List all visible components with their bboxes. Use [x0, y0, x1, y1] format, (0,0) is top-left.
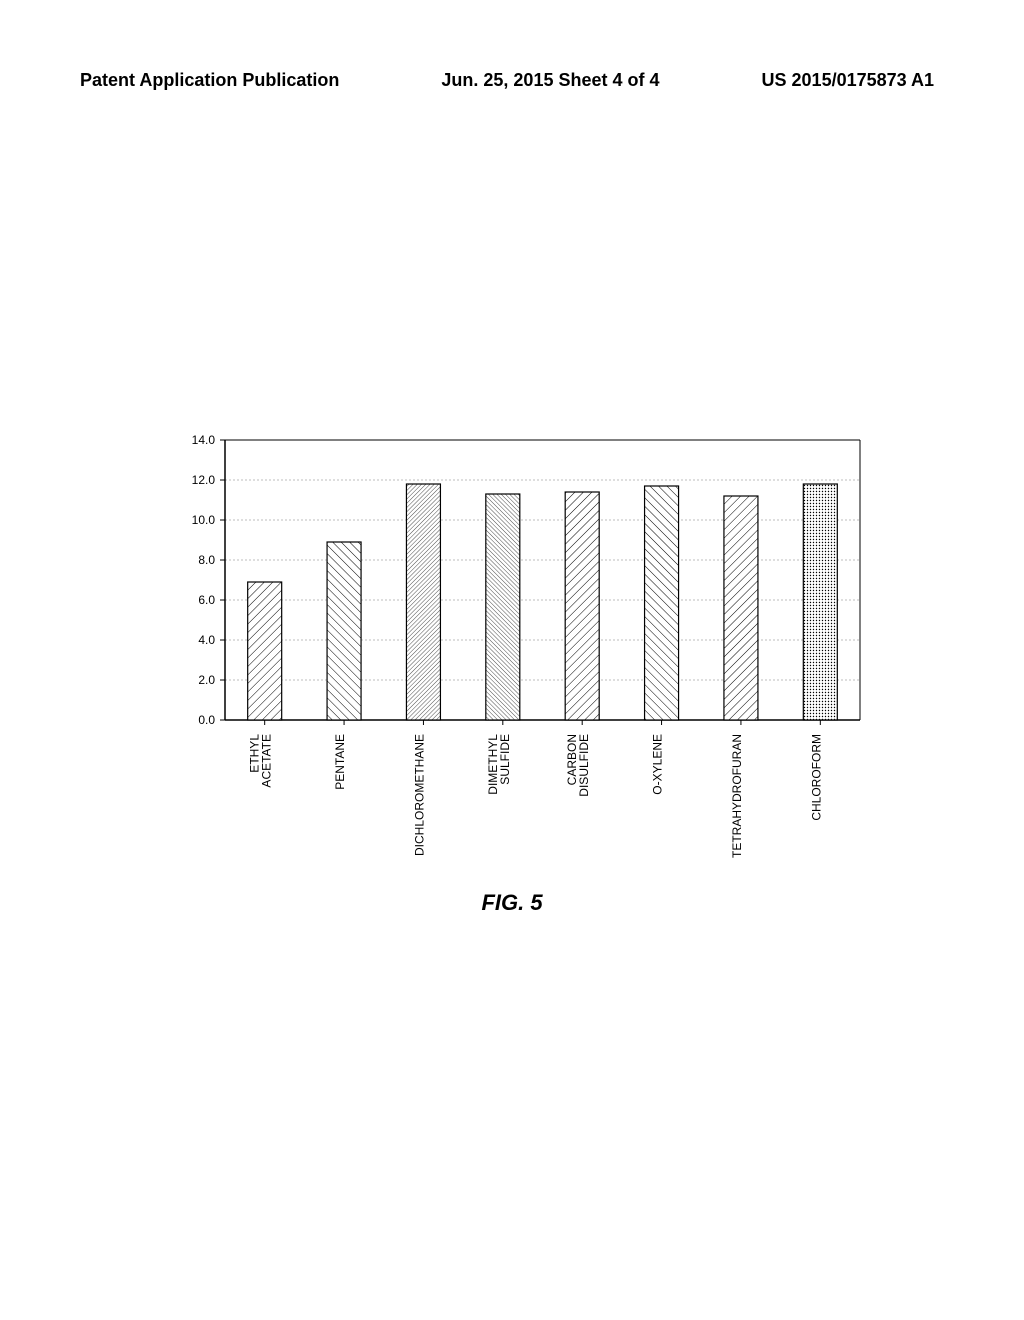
- figure-caption: FIG. 5: [0, 890, 1024, 916]
- svg-text:DICHLOROMETHANE: DICHLOROMETHANE: [412, 734, 426, 856]
- svg-text:SULFIDE: SULFIDE: [498, 734, 512, 785]
- svg-text:O-XYLENE: O-XYLENE: [651, 734, 665, 795]
- svg-text:DISULFIDE: DISULFIDE: [577, 734, 591, 797]
- svg-text:CHLOROFORM: CHLOROFORM: [809, 734, 823, 821]
- page-header: Patent Application Publication Jun. 25, …: [80, 70, 934, 91]
- svg-text:14.0: 14.0: [192, 433, 216, 447]
- bar-chart: 0.02.04.06.08.010.012.014.0ETHYLACETATEP…: [170, 430, 870, 880]
- svg-text:4.0: 4.0: [198, 633, 215, 647]
- svg-text:8.0: 8.0: [198, 553, 215, 567]
- header-right: US 2015/0175873 A1: [762, 70, 934, 91]
- svg-text:0.0: 0.0: [198, 713, 215, 727]
- svg-text:10.0: 10.0: [192, 513, 216, 527]
- bar-chart-svg: 0.02.04.06.08.010.012.014.0ETHYLACETATEP…: [170, 430, 870, 880]
- header-center: Jun. 25, 2015 Sheet 4 of 4: [441, 70, 659, 91]
- header-left: Patent Application Publication: [80, 70, 339, 91]
- svg-text:ACETATE: ACETATE: [260, 734, 274, 788]
- svg-text:TETRAHYDROFURAN: TETRAHYDROFURAN: [730, 734, 744, 858]
- svg-text:PENTANE: PENTANE: [333, 734, 347, 790]
- svg-text:12.0: 12.0: [192, 473, 216, 487]
- svg-text:2.0: 2.0: [198, 673, 215, 687]
- svg-text:6.0: 6.0: [198, 593, 215, 607]
